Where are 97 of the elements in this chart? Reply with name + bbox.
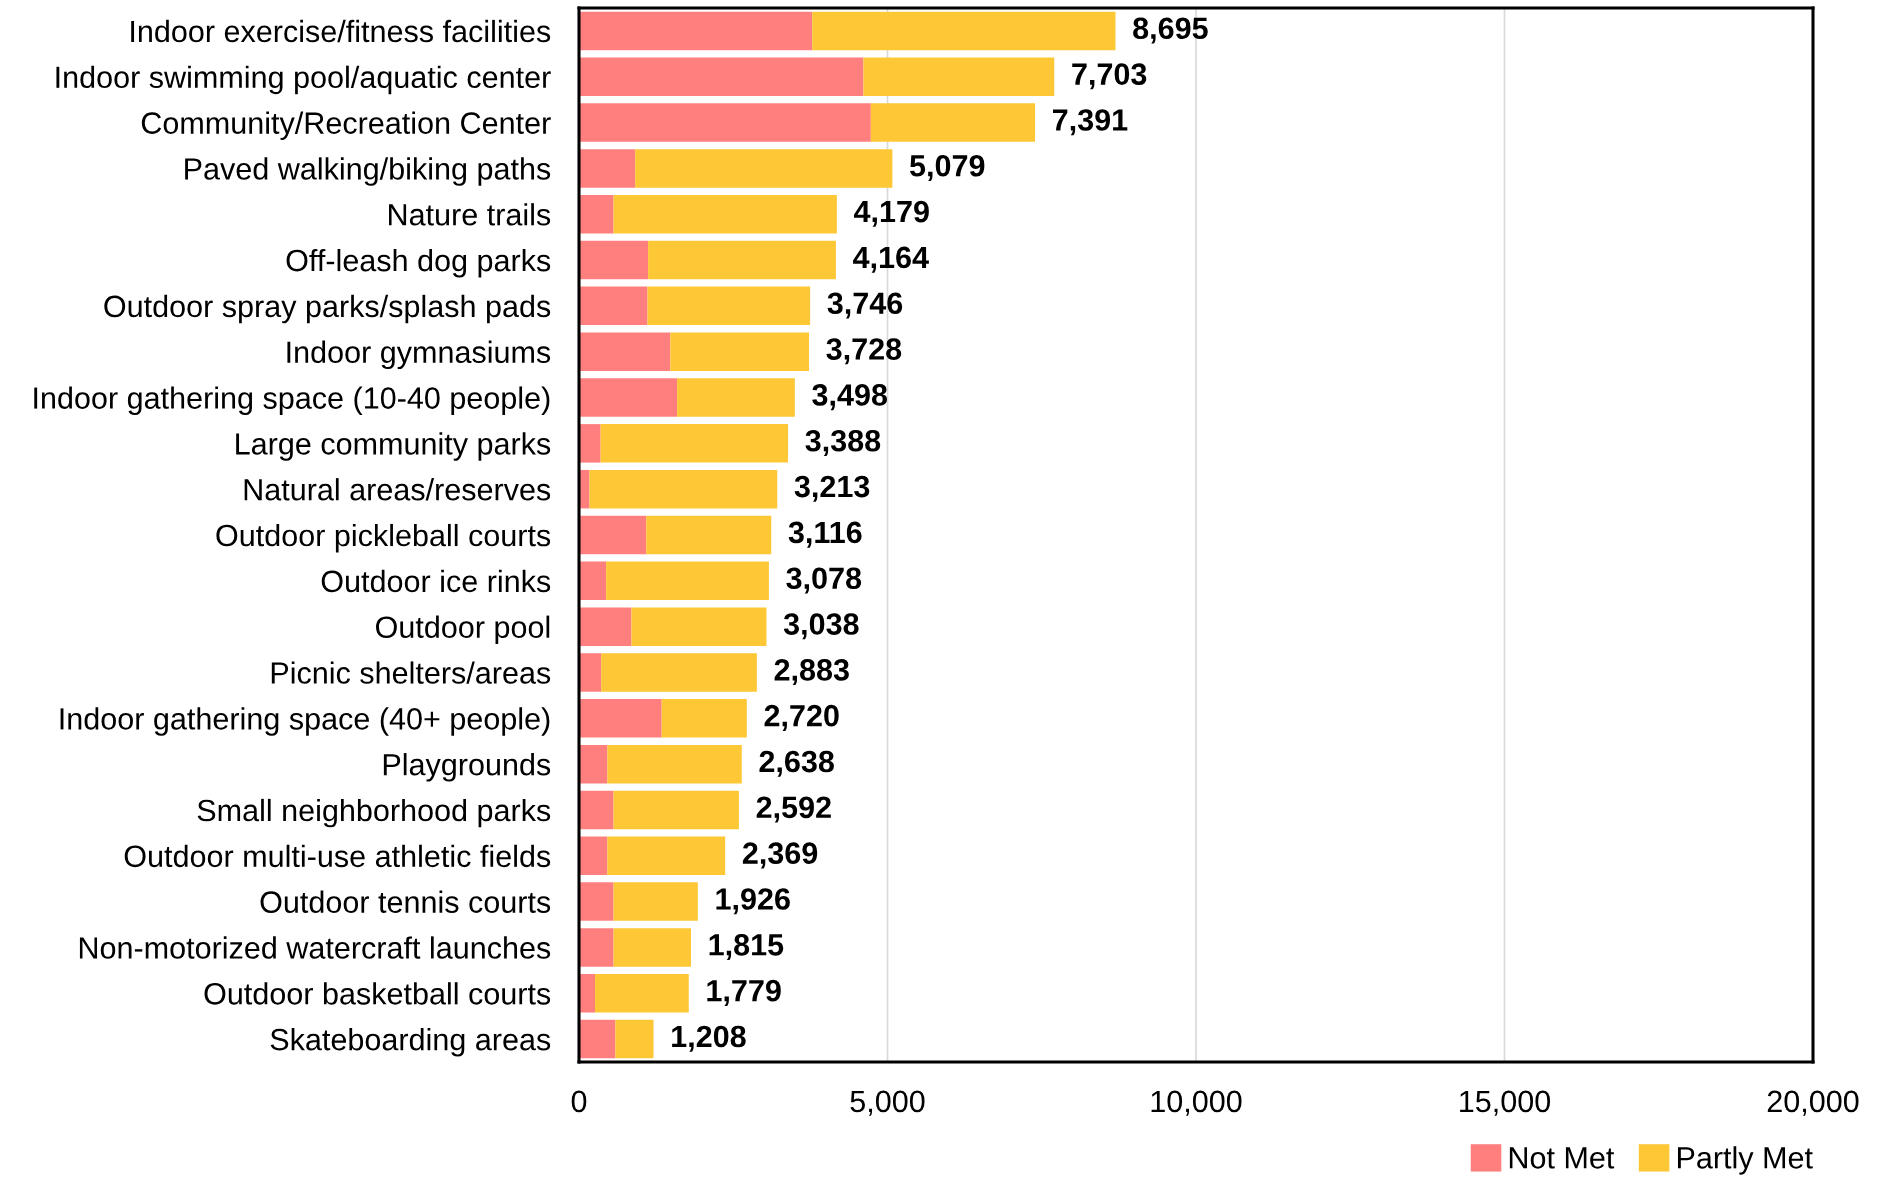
legend-label: Not Met (1509, 1147, 1615, 1169)
x-tick-label: 0 (571, 1090, 587, 1113)
bar (677, 378, 795, 417)
bar (579, 928, 614, 967)
bar (589, 469, 778, 509)
bar (579, 836, 608, 876)
bar (606, 561, 769, 601)
bar (613, 790, 739, 830)
bar (579, 103, 871, 142)
y-tick-label: Outdoor pickleball courts (216, 523, 551, 553)
bar (579, 332, 671, 371)
total-label: 2,883 (774, 659, 849, 686)
total-label: 7,703 (1072, 63, 1147, 90)
x-tick-label: 15,000 (1460, 1090, 1551, 1116)
bar (579, 882, 614, 921)
bar (646, 515, 772, 555)
total-label: 8,695 (1133, 17, 1208, 44)
bar (607, 744, 742, 784)
bar (648, 240, 836, 280)
bar (579, 561, 607, 601)
y-tick-label: Non-motorized watercraft launches (79, 936, 551, 959)
total-label: 1,926 (716, 888, 790, 915)
y-tick-label: Outdoor basketball courts (204, 982, 551, 1005)
x-tick-label: 5,000 (850, 1090, 925, 1116)
total-label: 3,746 (827, 292, 903, 319)
y-tick-label: Paved walking/biking paths (185, 157, 551, 186)
total-label: 1,779 (707, 979, 781, 1006)
y-tick-label: Off-leash dog parks (286, 248, 551, 278)
y-tick-label: Playgrounds (383, 753, 551, 782)
y-tick-label: Picnic shelters/areas (271, 661, 551, 684)
bar (601, 653, 757, 692)
bar (579, 607, 632, 646)
legend-label: Partly Met (1677, 1146, 1813, 1175)
y-tick-label: Outdoor pool (376, 615, 550, 645)
bar (595, 974, 689, 1013)
total-label: 2,638 (759, 750, 834, 777)
y-tick-label: Small neighborhood parks (197, 798, 551, 828)
bar (631, 607, 767, 646)
total-label: 2,369 (742, 842, 818, 869)
bar (870, 103, 1036, 142)
y-tick-label: Outdoor ice rinks (321, 569, 551, 593)
y-tick-label: Skateboarding areas (270, 1028, 551, 1057)
bar (579, 57, 864, 96)
total-label: 3,078 (786, 567, 862, 594)
bar (579, 240, 649, 280)
y-tick-label: Indoor gymnasiums (287, 340, 551, 370)
x-tick-label: 20,000 (1767, 1090, 1859, 1116)
total-label: 3,388 (805, 429, 881, 456)
total-label: 3,728 (826, 338, 902, 365)
y-tick-label: Natural areas/reserves (244, 478, 551, 501)
bar (579, 378, 678, 417)
bar (647, 286, 811, 326)
bar (607, 836, 726, 876)
bar (579, 11, 813, 51)
y-tick-label: Indoor gathering space (10-40 people) (34, 386, 550, 415)
y-tick-label: Outdoor multi-use athletic fields (124, 844, 551, 868)
total-label: 2,720 (764, 704, 839, 731)
total-label: 3,213 (794, 475, 870, 502)
y-tick-label: Outdoor spray parks/splash pads (104, 294, 551, 324)
total-label: 7,391 (1053, 109, 1128, 136)
bar (615, 1019, 654, 1059)
total-label: 4,179 (853, 200, 929, 227)
bar (579, 286, 648, 326)
bar (579, 1019, 616, 1059)
total-label: 2,592 (756, 796, 831, 823)
bar (579, 194, 614, 234)
bar (579, 149, 636, 188)
y-tick-label: Indoor exercise/fitness facilities (131, 19, 551, 43)
total-label: 1,815 (709, 934, 784, 961)
bar (613, 194, 837, 234)
bar (579, 515, 647, 555)
total-label: 3,498 (812, 384, 888, 411)
bar (613, 928, 691, 967)
y-tick-label: Indoor swimming pool/aquatic center (56, 65, 551, 95)
y-tick-label: Community/Recreation Center (141, 111, 551, 140)
bar (863, 57, 1055, 96)
bar (661, 699, 747, 738)
x-tick-label: 10,000 (1151, 1090, 1242, 1116)
bar (613, 882, 698, 921)
y-tick-label: Large community parks (236, 432, 551, 461)
bar (600, 424, 789, 463)
bar (579, 744, 608, 784)
bar (579, 790, 614, 830)
bar (670, 332, 810, 371)
bar (812, 11, 1116, 51)
y-tick-label: Indoor gathering space (40+ people) (60, 707, 550, 736)
total-label: 3,116 (788, 521, 862, 548)
bar (579, 699, 662, 738)
total-label: 5,079 (909, 154, 985, 182)
y-tick-label: Nature trails (389, 203, 551, 226)
bar (635, 149, 893, 188)
bar (579, 424, 601, 463)
y-tick-label: Outdoor tennis courts (260, 890, 551, 913)
bar (579, 653, 602, 692)
total-label: 1,208 (672, 1025, 746, 1052)
total-label: 4,164 (853, 246, 929, 273)
total-label: 3,038 (783, 613, 859, 640)
